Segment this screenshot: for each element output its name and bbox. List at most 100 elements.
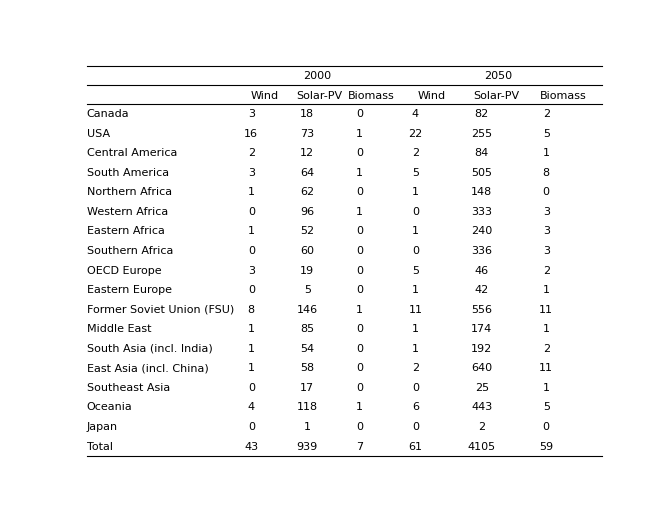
Text: 5: 5 xyxy=(304,285,310,295)
Text: 3: 3 xyxy=(543,246,550,256)
Text: 2: 2 xyxy=(543,344,550,354)
Text: 0: 0 xyxy=(356,364,363,373)
Text: 1: 1 xyxy=(412,227,419,236)
Text: Eastern Europe: Eastern Europe xyxy=(87,285,171,295)
Text: 3: 3 xyxy=(248,109,255,119)
Text: 43: 43 xyxy=(244,441,258,452)
Text: 1: 1 xyxy=(356,402,363,413)
Text: Eastern Africa: Eastern Africa xyxy=(87,227,165,236)
Text: Solar-PV: Solar-PV xyxy=(474,91,520,100)
Text: 0: 0 xyxy=(356,109,363,119)
Text: 12: 12 xyxy=(300,148,314,158)
Text: 0: 0 xyxy=(543,187,550,197)
Text: 2: 2 xyxy=(248,148,255,158)
Text: 16: 16 xyxy=(245,129,258,139)
Text: 19: 19 xyxy=(300,266,314,276)
Text: Japan: Japan xyxy=(87,422,118,432)
Text: Middle East: Middle East xyxy=(87,324,151,334)
Text: 25: 25 xyxy=(474,383,489,393)
Text: 5: 5 xyxy=(412,266,419,276)
Text: 0: 0 xyxy=(356,187,363,197)
Text: 192: 192 xyxy=(471,344,493,354)
Text: 96: 96 xyxy=(300,207,314,217)
Text: Southern Africa: Southern Africa xyxy=(87,246,173,256)
Text: USA: USA xyxy=(87,129,110,139)
Text: 336: 336 xyxy=(471,246,493,256)
Text: 61: 61 xyxy=(409,441,423,452)
Text: South America: South America xyxy=(87,168,169,178)
Text: 2000: 2000 xyxy=(303,71,331,81)
Text: 11: 11 xyxy=(539,364,553,373)
Text: 0: 0 xyxy=(356,246,363,256)
Text: 1: 1 xyxy=(412,324,419,334)
Text: 52: 52 xyxy=(300,227,314,236)
Text: 54: 54 xyxy=(300,344,314,354)
Text: 255: 255 xyxy=(471,129,493,139)
Text: Northern Africa: Northern Africa xyxy=(87,187,172,197)
Text: 0: 0 xyxy=(412,422,419,432)
Text: Former Soviet Union (FSU): Former Soviet Union (FSU) xyxy=(87,305,234,315)
Text: 82: 82 xyxy=(474,109,489,119)
Text: 3: 3 xyxy=(543,207,550,217)
Text: 2: 2 xyxy=(543,109,550,119)
Text: Biomass: Biomass xyxy=(348,91,395,100)
Text: 2: 2 xyxy=(412,364,419,373)
Text: 1: 1 xyxy=(356,168,363,178)
Text: 2: 2 xyxy=(543,266,550,276)
Text: 1: 1 xyxy=(248,364,255,373)
Text: 2050: 2050 xyxy=(484,71,512,81)
Text: 11: 11 xyxy=(409,305,423,315)
Text: Oceania: Oceania xyxy=(87,402,132,413)
Text: 2: 2 xyxy=(412,148,419,158)
Text: 5: 5 xyxy=(412,168,419,178)
Text: 1: 1 xyxy=(412,187,419,197)
Text: 118: 118 xyxy=(297,402,318,413)
Text: 556: 556 xyxy=(471,305,493,315)
Text: 0: 0 xyxy=(356,227,363,236)
Text: Central America: Central America xyxy=(87,148,177,158)
Text: 0: 0 xyxy=(412,383,419,393)
Text: 73: 73 xyxy=(300,129,314,139)
Text: 1: 1 xyxy=(543,324,550,334)
Text: Canada: Canada xyxy=(87,109,129,119)
Text: 62: 62 xyxy=(300,187,314,197)
Text: 443: 443 xyxy=(471,402,493,413)
Text: 0: 0 xyxy=(248,422,255,432)
Text: 5: 5 xyxy=(543,402,550,413)
Text: 0: 0 xyxy=(356,266,363,276)
Text: 58: 58 xyxy=(300,364,314,373)
Text: 1: 1 xyxy=(543,285,550,295)
Text: 3: 3 xyxy=(248,168,255,178)
Text: 84: 84 xyxy=(474,148,489,158)
Text: 0: 0 xyxy=(356,148,363,158)
Text: 0: 0 xyxy=(356,285,363,295)
Text: 0: 0 xyxy=(412,246,419,256)
Text: Wind: Wind xyxy=(417,91,446,100)
Text: 174: 174 xyxy=(471,324,493,334)
Text: South Asia (incl. India): South Asia (incl. India) xyxy=(87,344,212,354)
Text: Biomass: Biomass xyxy=(540,91,587,100)
Text: 7: 7 xyxy=(355,441,363,452)
Text: 8: 8 xyxy=(543,168,550,178)
Text: 22: 22 xyxy=(408,129,423,139)
Text: Western Africa: Western Africa xyxy=(87,207,168,217)
Text: 505: 505 xyxy=(471,168,493,178)
Text: 148: 148 xyxy=(471,187,493,197)
Text: 4: 4 xyxy=(248,402,255,413)
Text: 1: 1 xyxy=(356,129,363,139)
Text: 0: 0 xyxy=(356,383,363,393)
Text: 1: 1 xyxy=(356,207,363,217)
Text: 0: 0 xyxy=(356,324,363,334)
Text: 17: 17 xyxy=(300,383,314,393)
Text: East Asia (incl. China): East Asia (incl. China) xyxy=(87,364,208,373)
Text: 6: 6 xyxy=(412,402,419,413)
Text: OECD Europe: OECD Europe xyxy=(87,266,161,276)
Text: 3: 3 xyxy=(248,266,255,276)
Text: 0: 0 xyxy=(412,207,419,217)
Text: 240: 240 xyxy=(471,227,493,236)
Text: 1: 1 xyxy=(543,148,550,158)
Text: 5: 5 xyxy=(543,129,550,139)
Text: 59: 59 xyxy=(539,441,553,452)
Text: Total: Total xyxy=(87,441,113,452)
Text: 3: 3 xyxy=(543,227,550,236)
